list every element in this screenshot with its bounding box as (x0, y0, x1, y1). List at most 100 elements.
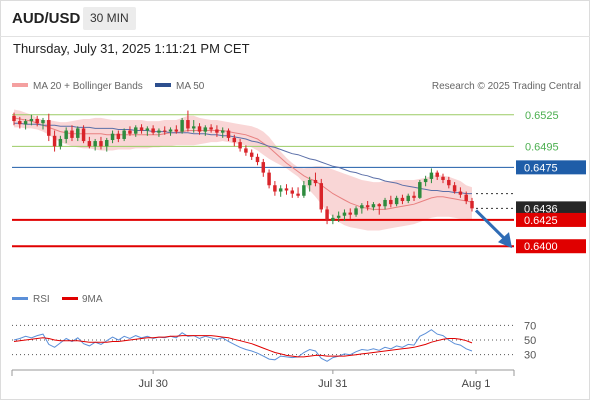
candle-body (278, 188, 283, 192)
header-divider (0, 36, 590, 37)
candle-body (186, 120, 190, 129)
candle-body (273, 185, 277, 192)
chart-datetime: Thursday, July 31, 2025 1:11:21 PM CET (13, 41, 250, 56)
candle-body (134, 127, 138, 134)
rsi-level-label: 50 (524, 335, 536, 347)
rsi-ma-line (13, 335, 473, 358)
candle-body (12, 115, 16, 122)
candle-body (99, 141, 103, 147)
candle-body (215, 129, 219, 133)
candlesticks (12, 110, 474, 225)
level-label: 0.6425 (524, 215, 558, 227)
x-tick-label: Jul 31 (318, 378, 347, 390)
rsi-level-label: 70 (524, 320, 536, 332)
candle-body (174, 129, 179, 132)
candle-body (139, 127, 144, 131)
forecast-arrow (474, 209, 512, 249)
candle-body (429, 172, 434, 179)
candle-body (116, 133, 121, 139)
candle-body (261, 162, 266, 173)
candle-body (151, 128, 155, 133)
candle-body (238, 142, 242, 149)
candle-body (76, 128, 80, 138)
rsi-line (13, 329, 473, 362)
candle-body (58, 138, 63, 147)
ma20-legend-swatch (12, 83, 28, 87)
candle-body (418, 182, 422, 198)
candle-body (302, 185, 306, 196)
candle-body (313, 179, 318, 184)
candle-body (290, 190, 295, 194)
candle-body (249, 152, 254, 157)
ma50-legend-swatch (155, 83, 171, 87)
rsi-ma-legend-swatch (62, 297, 78, 300)
moving-averages (13, 117, 473, 210)
candle-body (371, 204, 376, 208)
candle-body (232, 137, 237, 143)
bollinger-band-area (14, 109, 472, 231)
candle-body (81, 128, 86, 142)
candle-body (470, 201, 474, 209)
candle-body (64, 130, 68, 139)
rsi-legend-swatch (12, 297, 28, 300)
level-label: 0.6525 (525, 110, 559, 122)
candle-body (458, 191, 463, 195)
x-axis: Jul 30 Jul 31 Aug 1 (11, 369, 515, 390)
credit-label: Research © 2025 Trading Central (432, 81, 581, 92)
candle-body (325, 209, 329, 221)
candle-body (406, 195, 410, 202)
candle-body (197, 126, 202, 132)
candle-body (162, 130, 167, 132)
rsi-level-label: 30 (524, 350, 536, 362)
candle-body (70, 130, 74, 138)
candle-body (168, 129, 173, 132)
candle-body (244, 148, 248, 153)
candle-body (365, 205, 370, 208)
candle-body (435, 172, 439, 177)
ma50-legend-label: MA 50 (176, 81, 205, 92)
candle-body (41, 120, 45, 124)
candle-body (319, 183, 324, 210)
ma50-line (14, 122, 472, 195)
candle-body (209, 127, 213, 130)
candle-body (441, 176, 445, 180)
candle-body (255, 156, 260, 163)
candle-body (412, 195, 416, 198)
candle-body (145, 128, 150, 131)
candle-body (18, 121, 22, 125)
candle-body (93, 141, 97, 147)
interval-button[interactable]: 30 MIN (83, 7, 136, 30)
candle-body (191, 126, 196, 129)
candle-body (389, 199, 393, 205)
candle-body (296, 193, 300, 196)
candle-body (348, 212, 352, 215)
symbol-title: AUD/USD (12, 10, 81, 27)
candle-body (400, 197, 405, 202)
candle-body (464, 194, 468, 202)
candle-body (29, 118, 34, 122)
x-tick-label: Aug 1 (462, 378, 491, 390)
candle-body (220, 130, 225, 133)
last-price-label-box (516, 201, 586, 216)
candle-body (354, 208, 358, 215)
candle-body (383, 199, 387, 207)
candle-body (423, 178, 428, 183)
candle-body (203, 127, 208, 132)
candle-body (47, 120, 51, 136)
level-label: 0.6475 (524, 162, 558, 174)
candle-body (342, 212, 347, 216)
legend: MA 20 + Bollinger Bands MA 50 Research ©… (12, 81, 581, 305)
candle-body (157, 130, 161, 133)
candle-body (447, 179, 451, 186)
candle-body (35, 118, 39, 124)
level-label-box (516, 160, 586, 175)
ma20-legend-label: MA 20 + Bollinger Bands (33, 81, 143, 92)
candle-body (180, 120, 184, 132)
candle-body (360, 205, 364, 209)
chart-header: AUD/USD 30 MIN (0, 0, 590, 36)
candle-body (284, 188, 289, 191)
candle-body (105, 140, 109, 147)
last-price-label: 0.6436 (524, 203, 558, 215)
